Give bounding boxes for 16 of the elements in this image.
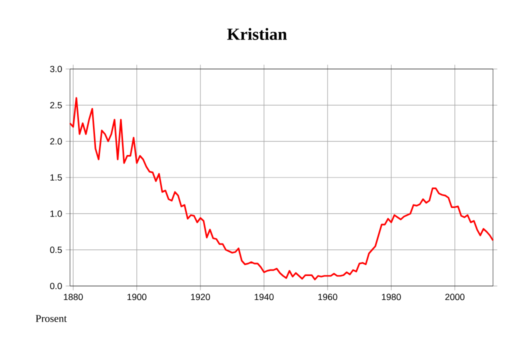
x-tick-label: 1920: [191, 294, 210, 300]
x-tick-label: 1940: [254, 294, 274, 300]
y-tick-label: 2.0: [50, 138, 62, 145]
chart-title: Kristian: [227, 28, 287, 40]
x-tick-label: 1880: [64, 294, 83, 300]
y-tick-label: 3.0: [50, 66, 62, 72]
x-tick-label: 2000: [445, 294, 464, 300]
y-tick-label: 0.5: [50, 246, 62, 254]
x-tick-label: 1980: [382, 294, 401, 300]
x-tick-label: 1960: [318, 294, 338, 300]
y-tick-label: 1.0: [50, 210, 62, 217]
y-tick-label: 0.0: [50, 282, 62, 290]
x-tick-label: 1900: [128, 294, 146, 300]
y-tick-label: 1.5: [50, 174, 62, 181]
y-axis-title: Prosent: [36, 315, 67, 322]
y-tick-label: 2.5: [50, 102, 62, 108]
